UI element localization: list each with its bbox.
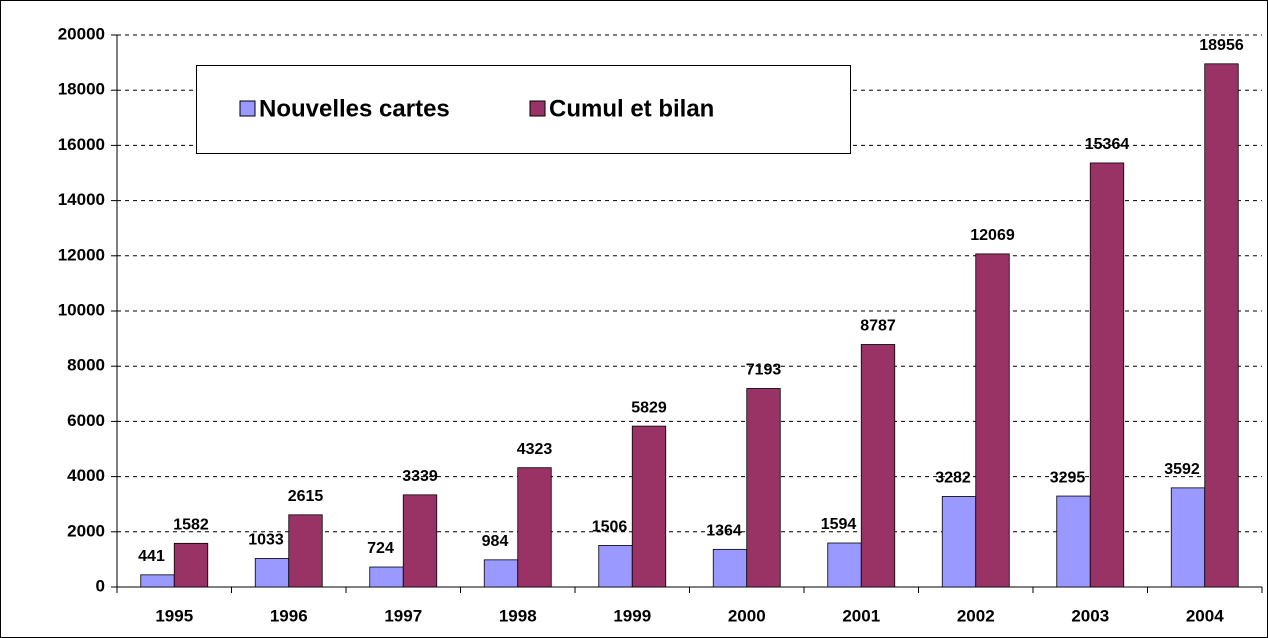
bar — [402, 494, 438, 588]
x-tick-label: 1996 — [270, 606, 308, 625]
x-tick-label: 2003 — [1071, 606, 1109, 625]
bar — [631, 425, 667, 588]
y-tick-label: 18000 — [58, 80, 105, 99]
value-label: 3295 — [1050, 469, 1086, 486]
legend-label: Cumul et bilan — [549, 95, 714, 122]
bar — [369, 566, 404, 588]
y-tick-label: 12000 — [58, 245, 105, 264]
y-tick-label: 14000 — [58, 190, 105, 209]
value-label: 3339 — [402, 468, 438, 485]
value-label: 8787 — [860, 318, 896, 335]
value-label: 3592 — [1164, 461, 1200, 478]
bar — [173, 542, 209, 588]
value-label: 724 — [367, 540, 394, 557]
y-tick-label: 20000 — [58, 24, 105, 43]
x-tick-label: 1999 — [613, 606, 651, 625]
value-label: 1364 — [706, 523, 742, 540]
value-label: 2615 — [288, 488, 324, 505]
bar — [1089, 162, 1125, 588]
value-label: 984 — [482, 533, 509, 550]
legend-swatch — [529, 100, 546, 117]
y-tick-label: 0 — [96, 576, 105, 595]
bar — [1170, 487, 1206, 588]
value-label: 5829 — [631, 399, 667, 416]
value-label: 4323 — [517, 441, 553, 458]
legend-swatch — [239, 100, 256, 117]
value-label: 7193 — [746, 362, 782, 379]
value-label: 1033 — [248, 532, 284, 549]
value-label: 15364 — [1085, 136, 1130, 153]
bar — [140, 574, 175, 588]
y-tick-label: 8000 — [67, 356, 105, 375]
bar — [517, 467, 552, 588]
x-tick-label: 2000 — [728, 606, 766, 625]
x-tick-label: 1995 — [155, 606, 193, 625]
bar — [975, 253, 1010, 588]
x-tick-label: 2002 — [957, 606, 995, 625]
value-label: 18956 — [1199, 37, 1244, 54]
y-tick-label: 16000 — [58, 135, 105, 154]
bar — [288, 514, 323, 588]
bar — [1204, 63, 1239, 588]
bar — [712, 548, 748, 588]
y-tick-label: 10000 — [58, 300, 105, 319]
value-label: 12069 — [970, 227, 1015, 244]
bar — [598, 545, 633, 588]
legend-label: Nouvelles cartes — [259, 95, 450, 122]
bar — [254, 558, 290, 588]
y-tick-label: 6000 — [67, 411, 105, 430]
value-label: 441 — [138, 548, 165, 565]
y-tick-label: 2000 — [67, 521, 105, 540]
x-tick-label: 1998 — [499, 606, 537, 625]
bar — [941, 496, 977, 588]
bar — [746, 388, 781, 588]
bar — [1056, 495, 1091, 588]
bar — [827, 542, 862, 588]
x-tick-label: 1997 — [384, 606, 422, 625]
value-label: 1594 — [821, 516, 857, 533]
x-tick-label: 2004 — [1186, 606, 1224, 625]
value-label: 3282 — [935, 470, 971, 487]
value-label: 1506 — [592, 519, 628, 536]
x-tick-label: 2001 — [842, 606, 880, 625]
bar — [860, 344, 896, 588]
bar — [483, 559, 519, 588]
y-tick-label: 4000 — [67, 466, 105, 485]
legend-box — [196, 65, 851, 154]
value-label: 1582 — [173, 517, 209, 534]
